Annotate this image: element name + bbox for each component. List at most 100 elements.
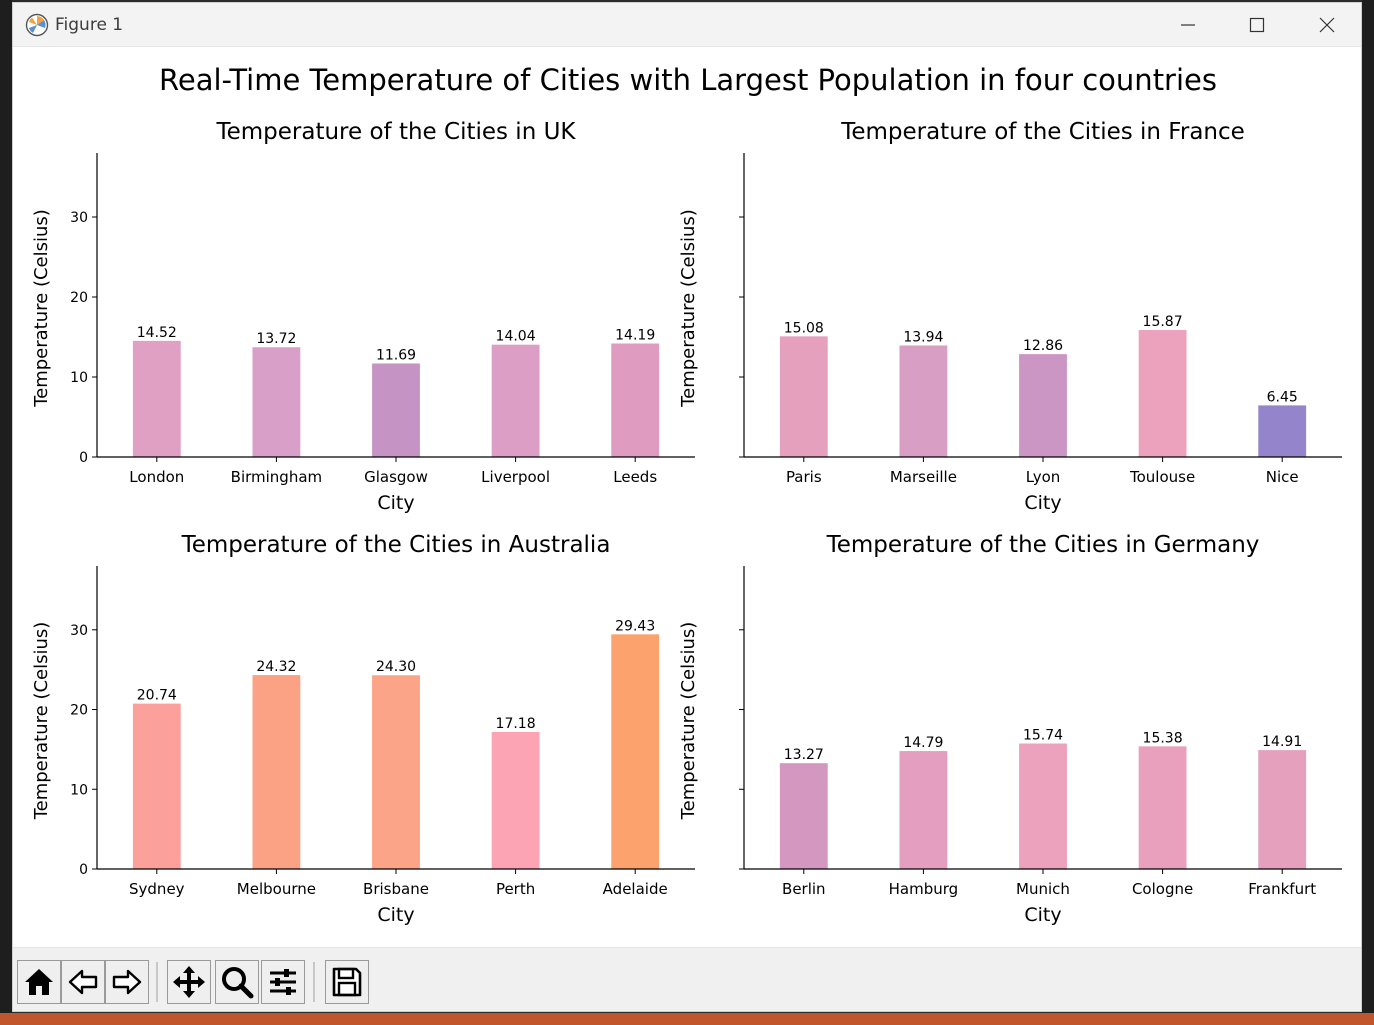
bar (491, 344, 540, 457)
y-axis-label: Temperature (Celsius) (31, 209, 52, 408)
bar (1138, 330, 1187, 457)
bar-value-label: 15.74 (1023, 727, 1063, 743)
save-icon (332, 967, 362, 997)
figure-svg: Real-Time Temperature of Cities with Lar… (31, 63, 1342, 926)
subplot-title: Temperature of the Cities in France (840, 119, 1245, 145)
x-tick-label: Brisbane (363, 880, 429, 898)
x-axis-label: City (1024, 492, 1061, 514)
x-axis-label: City (1024, 904, 1061, 926)
y-tick-label: 30 (70, 210, 88, 226)
x-tick-label: Toulouse (1129, 468, 1195, 486)
bar-value-label: 13.94 (903, 329, 943, 345)
bar-value-label: 24.30 (376, 659, 416, 675)
back-icon (68, 969, 98, 995)
forward-button[interactable] (105, 960, 149, 1004)
title-bar: Figure 1 (13, 3, 1361, 47)
y-axis-label: Temperature (Celsius) (31, 622, 52, 821)
y-axis-label: Temperature (Celsius) (678, 209, 699, 408)
subplot-title: Temperature of the Cities in Germany (826, 532, 1260, 558)
bar-value-label: 13.27 (784, 747, 824, 763)
x-tick-label: Perth (496, 880, 535, 898)
y-axis-label: Temperature (Celsius) (678, 622, 699, 821)
figure-suptitle: Real-Time Temperature of Cities with Lar… (159, 63, 1217, 97)
close-icon (1319, 17, 1335, 33)
bar-value-label: 17.18 (496, 716, 536, 732)
y-tick-label: 0 (79, 862, 88, 878)
x-tick-label: Munich (1016, 880, 1070, 898)
bar (899, 345, 948, 457)
y-tick-label: 10 (70, 370, 88, 386)
pan-icon (173, 966, 205, 998)
bar (779, 763, 828, 869)
y-tick-label: 10 (70, 782, 88, 798)
bar (491, 732, 540, 869)
bar-value-label: 12.86 (1023, 338, 1063, 354)
bar-value-label: 24.32 (256, 659, 296, 675)
subplot-title: Temperature of the Cities in UK (215, 119, 576, 145)
x-tick-label: Nice (1266, 468, 1299, 486)
bar (372, 675, 420, 869)
bar (132, 340, 181, 457)
y-tick-label: 0 (79, 450, 88, 466)
navigation-toolbar (13, 947, 1361, 1011)
pan-button[interactable] (167, 960, 211, 1004)
save-button[interactable] (325, 960, 369, 1004)
x-tick-label: London (129, 468, 184, 486)
y-tick-label: 30 (70, 623, 88, 639)
zoom-button[interactable] (215, 960, 259, 1004)
figure-window: Figure 1 Real-Time Temperature of Cities… (12, 2, 1362, 1012)
figure-canvas[interactable]: Real-Time Temperature of Cities with Lar… (13, 47, 1361, 947)
configure-icon (270, 969, 296, 995)
bar-value-label: 13.72 (256, 331, 296, 347)
bar-value-label: 20.74 (137, 688, 177, 704)
bar-value-label: 15.08 (784, 320, 824, 336)
x-tick-label: Glasgow (364, 468, 428, 486)
minimize-button[interactable] (1158, 3, 1218, 47)
bar-value-label: 6.45 (1267, 389, 1298, 405)
x-tick-label: Adelaide (603, 880, 668, 898)
bar (779, 336, 828, 457)
minimize-icon (1181, 24, 1195, 26)
bar-value-label: 15.87 (1143, 314, 1183, 330)
x-tick-label: Berlin (782, 880, 826, 898)
bar (1138, 746, 1187, 869)
bar (252, 347, 301, 457)
close-button[interactable] (1297, 3, 1357, 47)
bar (1258, 750, 1307, 869)
home-button[interactable] (17, 960, 61, 1004)
bar-value-label: 14.19 (615, 327, 655, 343)
toolbar-separator (156, 962, 158, 1002)
bar-value-label: 14.52 (137, 325, 177, 341)
x-tick-label: Hamburg (889, 880, 959, 898)
x-tick-label: Frankfurt (1248, 880, 1316, 898)
bar (1019, 743, 1067, 869)
back-button[interactable] (61, 960, 105, 1004)
bar (252, 675, 301, 869)
x-tick-label: Liverpool (481, 468, 550, 486)
y-tick-label: 20 (70, 703, 88, 719)
bar-value-label: 14.91 (1262, 734, 1302, 750)
bar-value-label: 14.04 (496, 329, 536, 345)
bar (1019, 354, 1067, 457)
maximize-button[interactable] (1227, 3, 1287, 47)
x-tick-label: Paris (786, 468, 822, 486)
configure-button[interactable] (261, 960, 305, 1004)
bar (372, 363, 420, 457)
x-axis-label: City (377, 492, 414, 514)
y-tick-label: 20 (70, 290, 88, 306)
x-axis-label: City (377, 904, 414, 926)
bar-value-label: 11.69 (376, 347, 416, 363)
bar (1258, 405, 1307, 457)
x-tick-label: Lyon (1026, 468, 1061, 486)
x-tick-label: Birmingham (231, 468, 322, 486)
toolbar-separator (313, 962, 315, 1002)
forward-icon (112, 969, 142, 995)
bar (899, 751, 948, 869)
x-tick-label: Melbourne (237, 880, 316, 898)
x-tick-label: Cologne (1132, 880, 1193, 898)
x-tick-label: Leeds (613, 468, 657, 486)
bar (611, 634, 660, 869)
subplot-title: Temperature of the Cities in Australia (181, 532, 611, 558)
x-tick-label: Sydney (129, 880, 185, 898)
zoom-icon (222, 967, 254, 999)
